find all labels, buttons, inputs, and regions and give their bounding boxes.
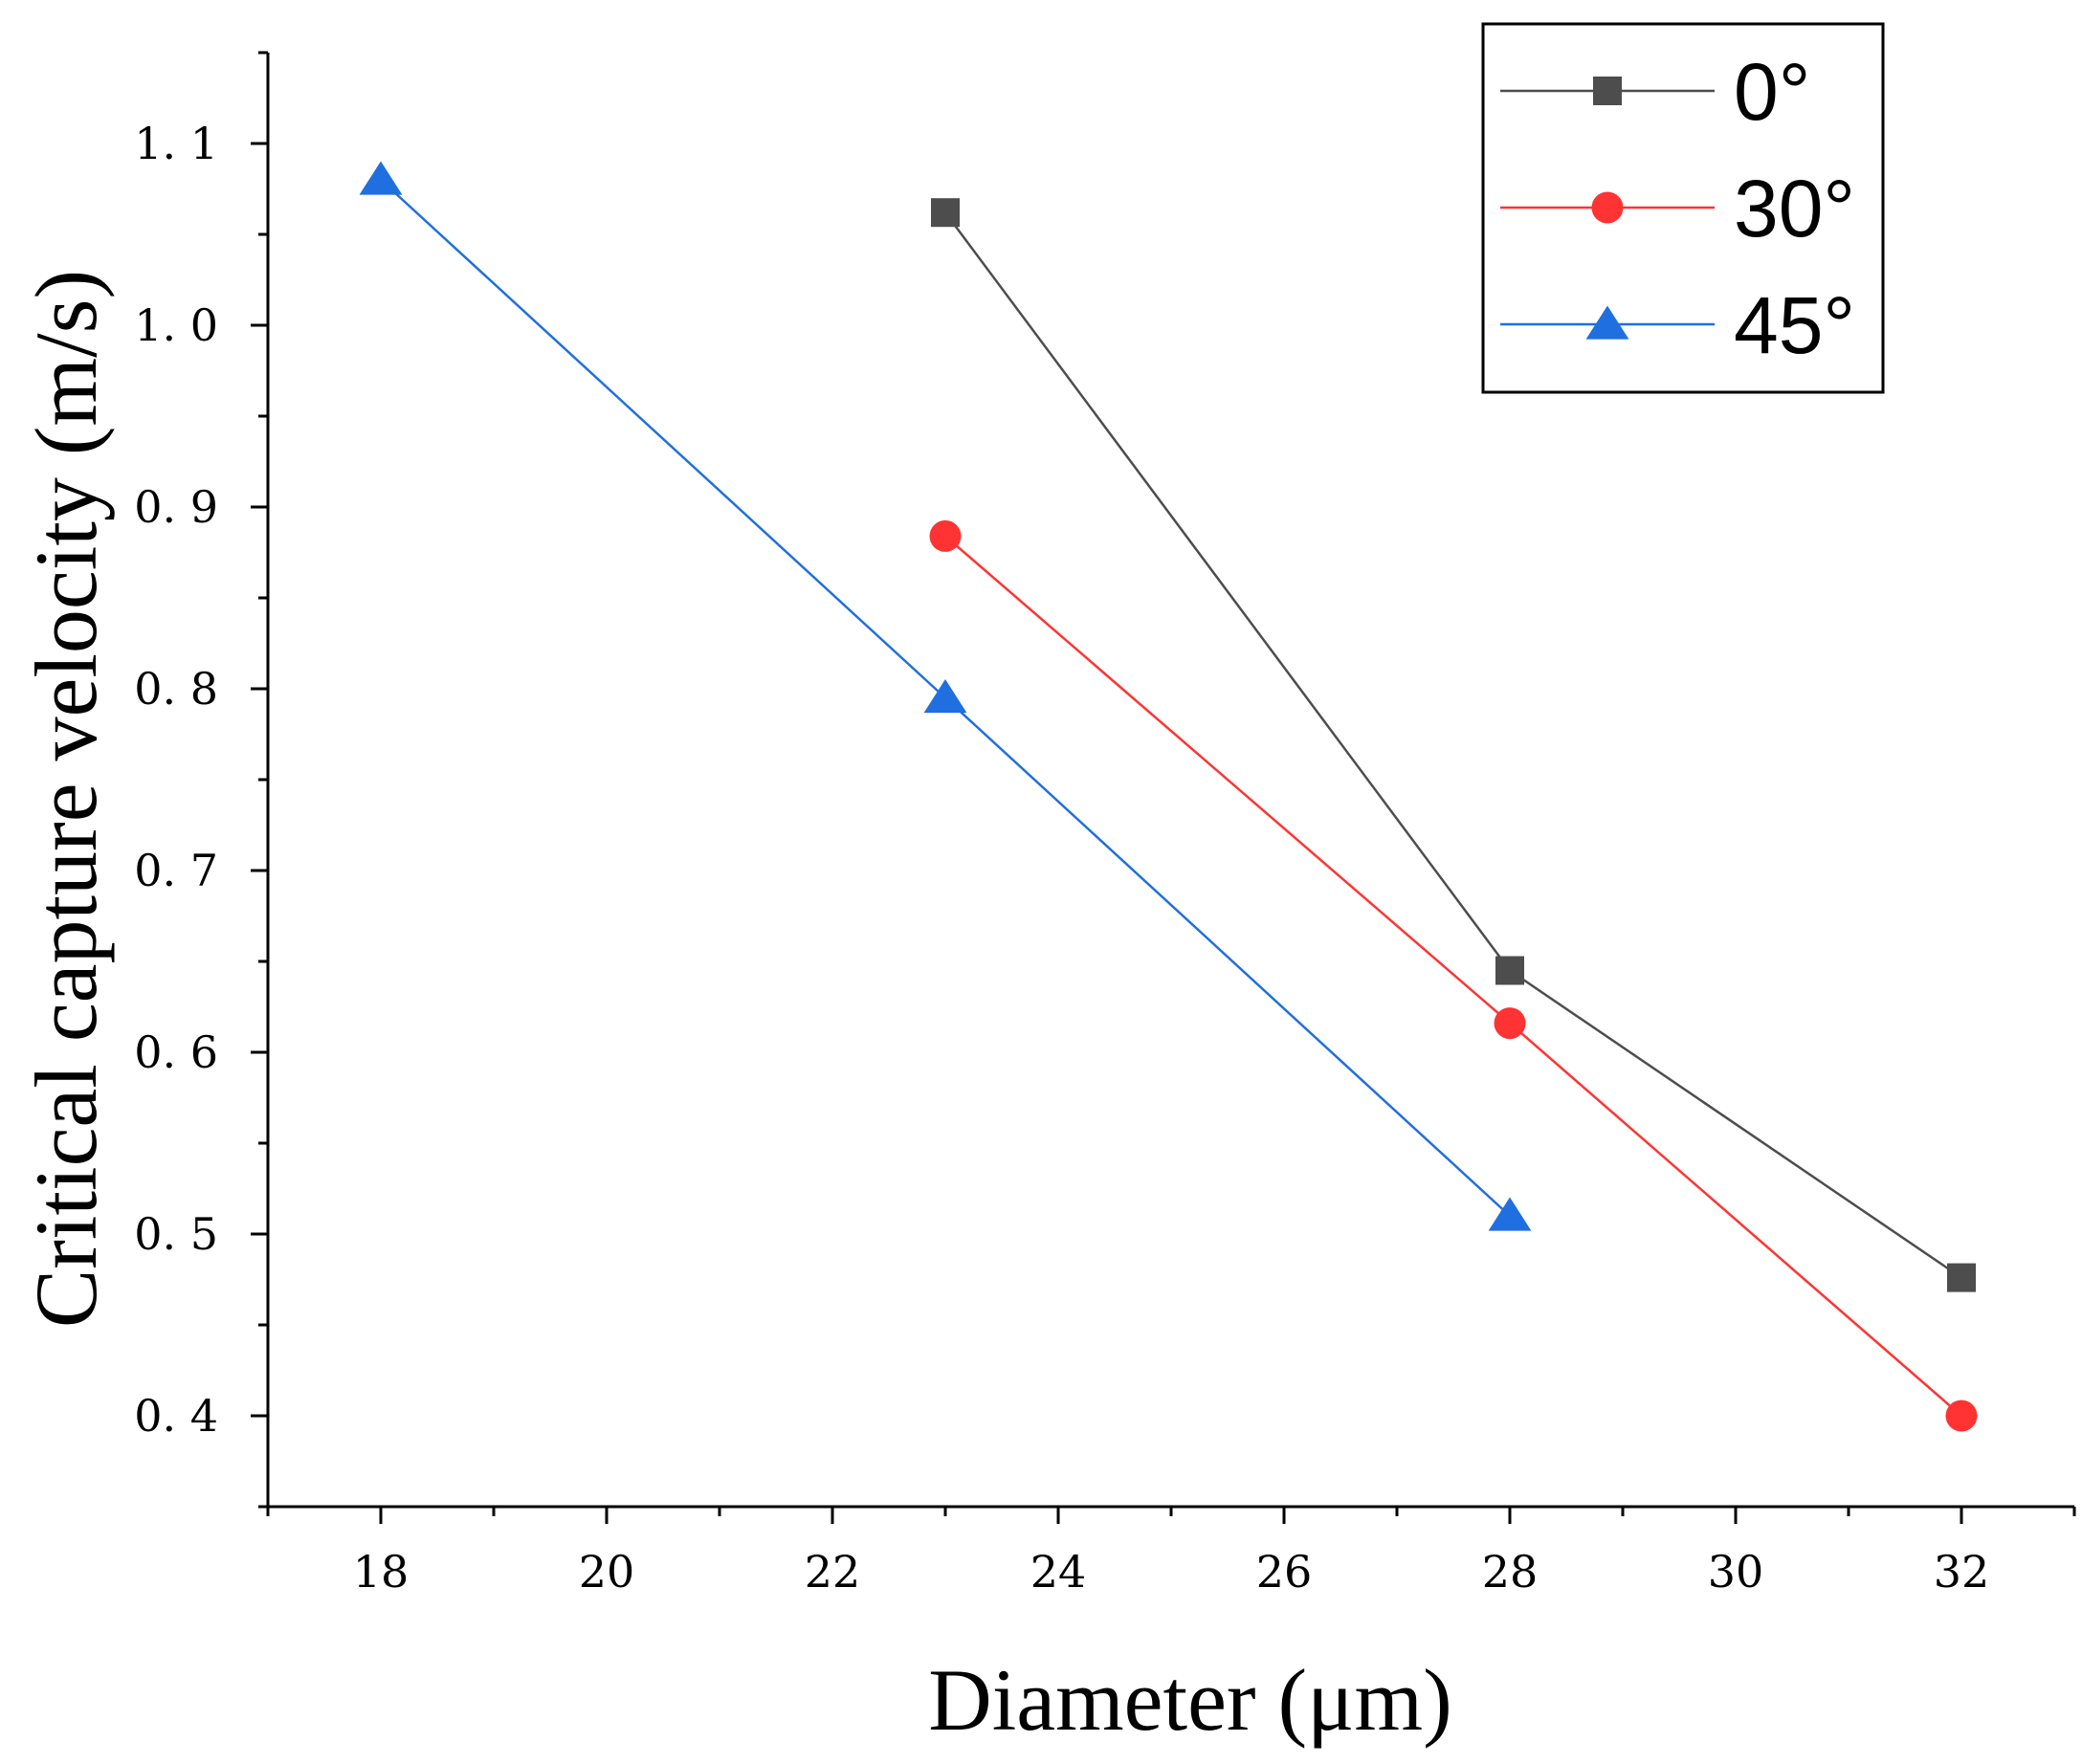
x-tick-label: 18 (353, 1546, 410, 1598)
data-point (1947, 1263, 1976, 1292)
data-point (1495, 956, 1524, 985)
x-ticks: 18 20 22 24 26 28 30 32 (266, 1507, 2076, 1598)
x-tick-label: 22 (805, 1546, 861, 1598)
legend-marker (1593, 77, 1622, 105)
y-tick-label: 1. 1 (134, 118, 218, 169)
data-point (1488, 1197, 1532, 1231)
series-layer (359, 161, 1978, 1432)
x-tick-label: 30 (1708, 1546, 1764, 1598)
series-line (944, 535, 1962, 1417)
x-tick-label: 26 (1256, 1546, 1313, 1598)
legend-label: 30° (1734, 164, 1855, 254)
data-point (923, 679, 967, 714)
legend-entry-1: 30° (1500, 164, 1855, 254)
y-axis-title: Critical capture velocity (m/s) (17, 270, 115, 1328)
legend: 0° 30° 45° (1481, 22, 1885, 394)
legend-marker (1591, 191, 1624, 224)
y-ticks: 0. 4 0. 5 0. 6 0. 7 0. 8 0. 9 1. 0 1. 1 (134, 51, 268, 1509)
legend-entry-0: 0° (1500, 47, 1810, 137)
y-tick-label: 0. 9 (134, 481, 218, 533)
y-tick-label: 0. 8 (134, 663, 218, 715)
legend-label: 45° (1734, 280, 1855, 370)
series-0 (931, 198, 1976, 1292)
legend-label: 0° (1734, 47, 1810, 137)
x-tick-label: 32 (1934, 1546, 1990, 1598)
y-tick-label: 0. 7 (134, 845, 218, 896)
legend-marker (1585, 305, 1629, 340)
y-tick-label: 0. 6 (134, 1026, 218, 1078)
x-tick-label: 28 (1482, 1546, 1539, 1598)
x-tick-label: 20 (579, 1546, 635, 1598)
data-point (1494, 1007, 1526, 1040)
y-tick-label: 1. 0 (134, 299, 218, 351)
y-tick-label: 0. 4 (134, 1390, 218, 1442)
series-1 (929, 519, 1978, 1432)
x-tick-label: 24 (1030, 1546, 1087, 1598)
data-point (929, 519, 962, 552)
y-tick-label: 0. 5 (134, 1208, 218, 1260)
data-point (1945, 1400, 1978, 1432)
x-axis-title: Diameter (μm) (928, 1651, 1451, 1749)
series-2 (359, 161, 1532, 1231)
data-point (931, 198, 960, 228)
data-point (359, 161, 403, 195)
legend-entry-2: 45° (1500, 280, 1855, 370)
legend-entries: 0° 30° 45° (1500, 47, 1855, 370)
